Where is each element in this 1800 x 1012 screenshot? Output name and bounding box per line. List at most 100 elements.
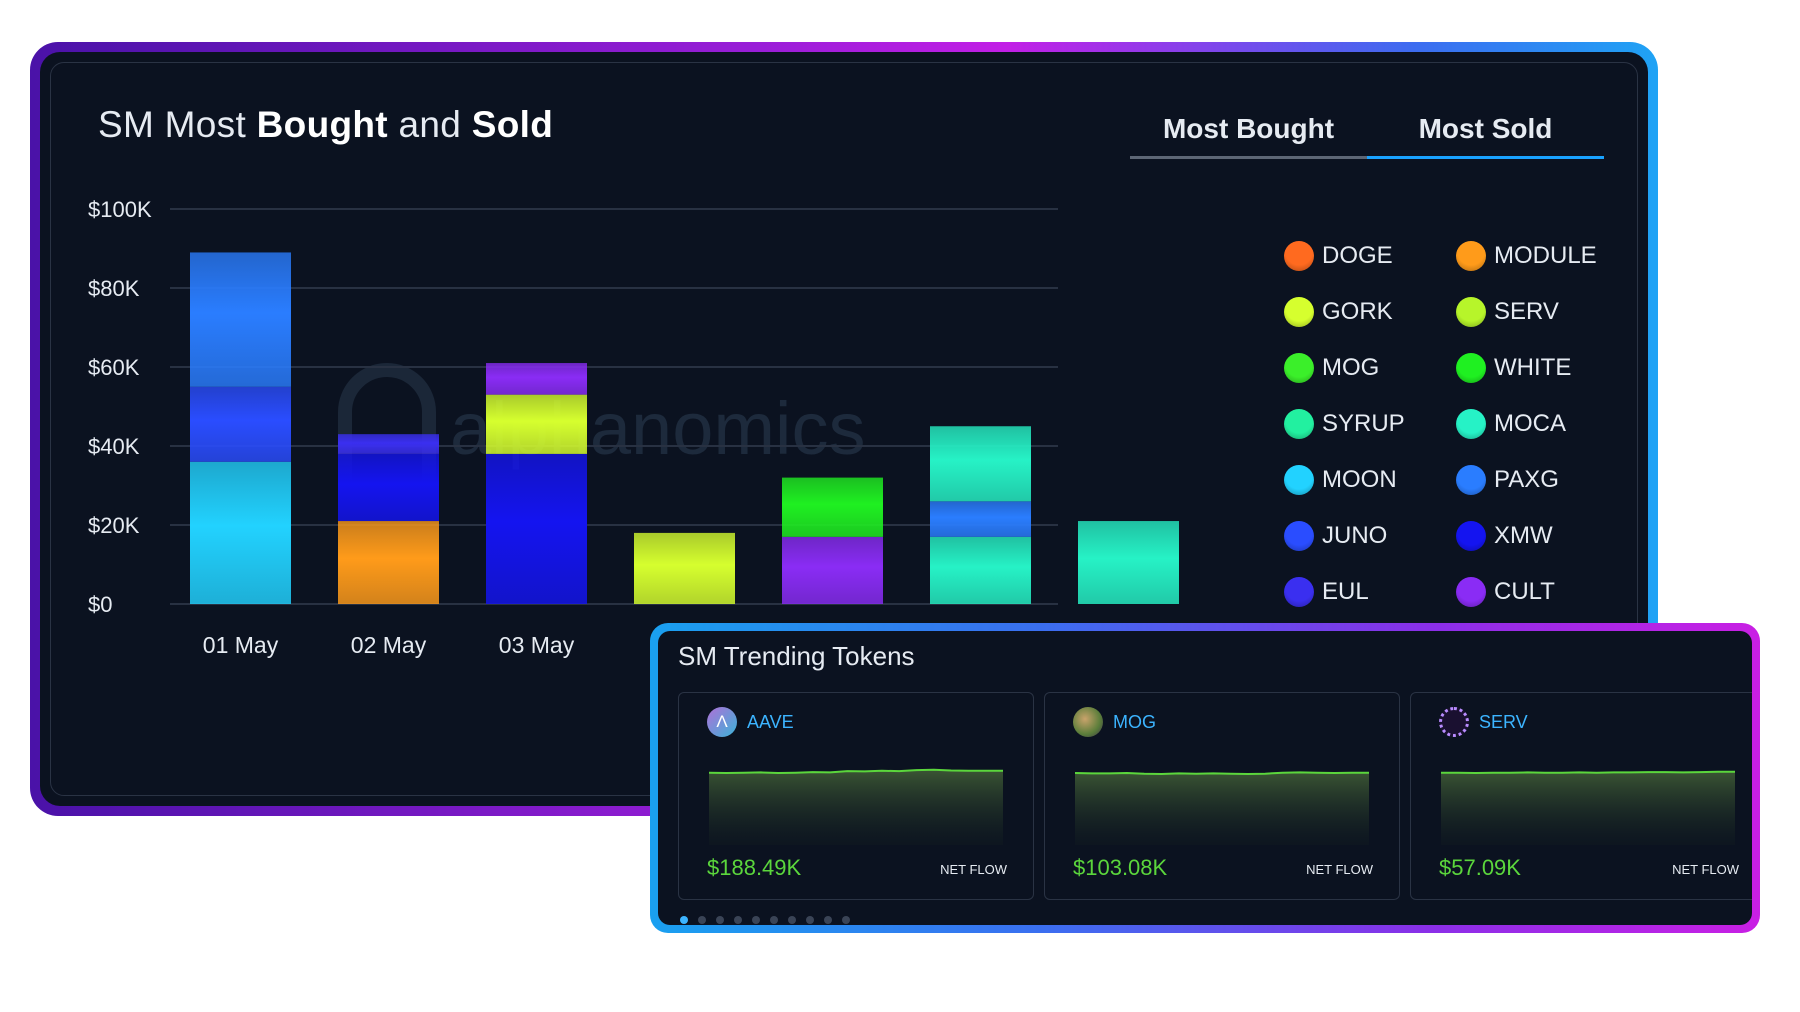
mog-dot-icon [1284, 353, 1314, 383]
aave-icon: Λ [707, 707, 737, 737]
x-tick-label: 01 May [203, 632, 279, 658]
legend-label: WHITE [1494, 354, 1572, 381]
white-dot-icon [1456, 353, 1486, 383]
serv-icon [1439, 707, 1469, 737]
token-name[interactable]: MOG [1113, 711, 1156, 732]
bar-segment [930, 536, 1031, 604]
token-header: Λ AAVE [707, 706, 794, 738]
juno-dot-icon [1284, 521, 1314, 551]
moon-dot-icon [1284, 465, 1314, 495]
carousel-pager [680, 916, 860, 924]
legend-item-module[interactable]: MODULE [1456, 236, 1626, 276]
y-tick-label: $20K [88, 513, 140, 538]
legend-item-gork[interactable]: GORK [1284, 292, 1454, 332]
tab-most-bought[interactable]: Most Bought [1130, 100, 1367, 159]
legend-item-cult[interactable]: CULT [1456, 572, 1626, 612]
pager-dot[interactable] [734, 916, 742, 924]
tab-most-sold[interactable]: Most Sold [1367, 100, 1604, 159]
legend-item-serv[interactable]: SERV [1456, 292, 1626, 332]
net-flow-sparkline [709, 768, 1003, 845]
title-part-1: SM Most [98, 104, 247, 145]
sparkline-area [1075, 772, 1369, 845]
legend-item-juno[interactable]: JUNO [1284, 516, 1454, 556]
x-tick-label: 02 May [351, 632, 427, 658]
token-card-aave[interactable]: Λ AAVE $188.49K NET FLOW [678, 692, 1034, 900]
moca-dot-icon [1456, 409, 1486, 439]
bar-segment [338, 521, 439, 604]
legend-label: DOGE [1322, 242, 1393, 269]
net-flow-sparkline [1075, 771, 1369, 845]
legend-label: SYRUP [1322, 410, 1405, 437]
main-chart-card: alphanomics $0 $20K $40K $60K $80K $100K 01 May… [40, 52, 1648, 806]
net-flow-label: NET FLOW [940, 862, 1007, 877]
token-name[interactable]: AAVE [747, 711, 794, 732]
legend-item-paxg[interactable]: PAXG [1456, 460, 1626, 500]
legend-item-moon[interactable]: MOON [1284, 460, 1454, 500]
eul-dot-icon [1284, 577, 1314, 607]
legend-label: MODULE [1494, 242, 1597, 269]
net-flow-value: $57.09K [1439, 855, 1521, 880]
y-tick-label: $40K [88, 434, 140, 459]
net-flow-label: NET FLOW [1672, 862, 1739, 877]
xmw-dot-icon [1456, 521, 1486, 551]
bar-segment [930, 426, 1031, 502]
legend-item-syrup[interactable]: SYRUP [1284, 404, 1454, 444]
pager-dot[interactable] [824, 916, 832, 924]
token-name[interactable]: SERV [1479, 711, 1528, 732]
pager-dot[interactable] [788, 916, 796, 924]
doge-dot-icon [1284, 241, 1314, 271]
main-chart-frame: alphanomics $0 $20K $40K $60K $80K $100K 01 May… [30, 42, 1658, 816]
sparkline-area [709, 769, 1003, 845]
pager-dot[interactable] [680, 916, 688, 924]
sparkline-area [1441, 771, 1735, 845]
token-header: SERV [1439, 706, 1528, 738]
legend-item-doge[interactable]: DOGE [1284, 236, 1454, 276]
token-card-mog[interactable]: MOG $103.08K NET FLOW [1044, 692, 1400, 900]
legend-item-moca[interactable]: MOCA [1456, 404, 1626, 444]
y-tick-label: $60K [88, 355, 140, 380]
y-tick-label: $80K [88, 276, 140, 301]
legend-item-xmw[interactable]: XMW [1456, 516, 1626, 556]
title-part-4: Sold [471, 104, 554, 145]
token-card-serv[interactable]: SERV $57.09K NET FLOW [1410, 692, 1752, 900]
legend-label: XMW [1494, 522, 1553, 549]
paxg-dot-icon [1456, 465, 1486, 495]
legend-label: EUL [1322, 578, 1369, 605]
pager-dot[interactable] [842, 916, 850, 924]
legend-label: MOCA [1494, 410, 1566, 437]
bar-segment [338, 434, 439, 454]
pager-dot[interactable] [770, 916, 778, 924]
legend-item-mog[interactable]: MOG [1284, 348, 1454, 388]
pager-dot[interactable] [752, 916, 760, 924]
pager-dot[interactable] [806, 916, 814, 924]
pager-dot[interactable] [698, 916, 706, 924]
legend-label: GORK [1322, 298, 1393, 325]
net-flow-sparkline [1441, 770, 1735, 845]
serv-dot-icon [1456, 297, 1486, 327]
y-tick-label: $100K [88, 197, 152, 222]
trending-title: SM Trending Tokens [678, 641, 915, 671]
legend-label: JUNO [1322, 522, 1388, 549]
token-header: MOG [1073, 706, 1156, 738]
legend-item-eul[interactable]: EUL [1284, 572, 1454, 612]
gork-dot-icon [1284, 297, 1314, 327]
sparkline-line [1441, 770, 1735, 775]
bar-segment [1078, 521, 1179, 604]
syrup-dot-icon [1284, 409, 1314, 439]
net-flow-value: $103.08K [1073, 855, 1168, 880]
bar-segment [338, 453, 439, 522]
chart-title: SM Most Bought and Sold [98, 104, 553, 146]
legend-label: CULT [1494, 578, 1555, 605]
bar-segment [486, 363, 587, 395]
bar-segment [486, 453, 587, 604]
legend-label: SERV [1494, 298, 1559, 325]
sparkline-line [709, 768, 1003, 775]
legend-item-white[interactable]: WHITE [1456, 348, 1626, 388]
bar-segment [782, 477, 883, 537]
mog-icon [1073, 707, 1103, 737]
bar-segment [190, 386, 291, 462]
pager-dot[interactable] [716, 916, 724, 924]
trending-card: SM Trending Tokens alphanomics ΛAAVE$188… [658, 631, 1752, 925]
bar-segment [486, 394, 587, 454]
